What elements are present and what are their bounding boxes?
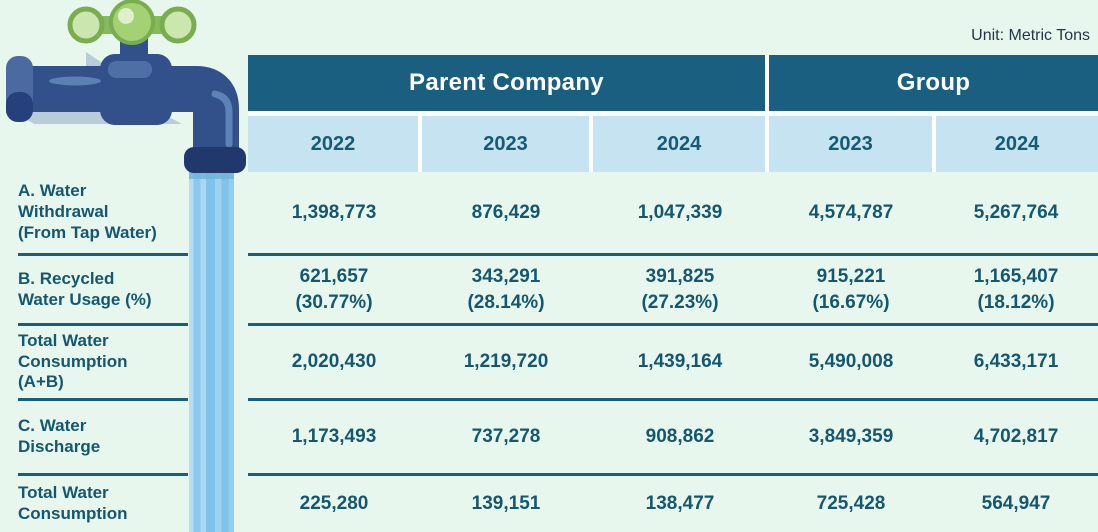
year-header: 2022 (248, 116, 418, 172)
cell-value: 876,429 (471, 201, 541, 223)
table-row-total-consumption: 225,280 139,151 138,477 725,428 564,947 (248, 476, 1098, 532)
table-cell: 1,047,339 (592, 172, 768, 253)
table-row-water-withdrawal: 1,398,773 876,429 1,047,339 4,574,787 5,… (248, 172, 1098, 256)
table-cell: 343,291 (28.14%) (420, 256, 592, 323)
table-row-recycled-water: 621,657 (30.77%) 343,291 (28.14%) 391,82… (248, 256, 1098, 326)
cell-value: 1,047,339 (637, 201, 723, 223)
table-cell: 4,702,817 (934, 401, 1098, 473)
table-cell: 391,825 (27.23%) (592, 256, 768, 323)
table-cell: 139,151 (420, 476, 592, 532)
year-header: 2024 (936, 116, 1098, 172)
column-group-parent-company: Parent Company (248, 55, 765, 111)
table-cell: 5,490,008 (768, 326, 934, 398)
cell-value: 1,173,493 (291, 426, 377, 448)
cell-value: 915,221 (816, 266, 886, 288)
table-cell: 3,849,359 (768, 401, 934, 473)
faucet-icon (6, 0, 246, 173)
table-header: Parent Company Group 2022 2023 2024 2023… (248, 55, 1098, 172)
table-cell: 1,398,773 (248, 172, 420, 253)
row-label-water-discharge: C. Water Discharge (18, 401, 188, 476)
cell-value: 1,439,164 (637, 351, 723, 373)
cell-percentage: (16.67%) (812, 291, 890, 313)
table-cell: 737,278 (420, 401, 592, 473)
cell-value: 225,280 (299, 493, 369, 515)
table-cell: 4,574,787 (768, 172, 934, 253)
year-header: 2023 (769, 116, 932, 172)
cell-value: 737,278 (471, 426, 541, 448)
table-cell: 1,439,164 (592, 326, 768, 398)
cell-value: 2,020,430 (291, 351, 377, 373)
water-stream (189, 166, 234, 532)
cell-value: 6,433,171 (973, 351, 1059, 373)
table-cell: 621,657 (30.77%) (248, 256, 420, 323)
cell-percentage: (30.77%) (295, 291, 373, 313)
table-cell: 908,862 (592, 401, 768, 473)
table-cell: 225,280 (248, 476, 420, 532)
cell-value: 1,165,407 (973, 266, 1059, 288)
table-cell: 915,221 (16.67%) (768, 256, 934, 323)
row-label-water-withdrawal: A. Water Withdrawal (From Tap Water) (18, 172, 188, 256)
cell-percentage: (28.14%) (467, 291, 545, 313)
column-group-group: Group (769, 55, 1098, 111)
cell-value: 391,825 (645, 266, 715, 288)
table-cell: 6,433,171 (934, 326, 1098, 398)
row-label-recycled-water: B. Recycled Water Usage (%) (18, 256, 188, 326)
table-cell: 725,428 (768, 476, 934, 532)
year-header: 2023 (422, 116, 589, 172)
faucet-spout-collar (184, 147, 246, 173)
cell-value: 343,291 (471, 266, 541, 288)
cell-value: 4,574,787 (808, 201, 894, 223)
cell-value: 1,398,773 (291, 201, 377, 223)
cell-value: 725,428 (816, 493, 886, 515)
year-header-row: 2022 2023 2024 2023 2024 (248, 116, 1098, 172)
cell-value: 621,657 (299, 266, 369, 288)
unit-label: Unit: Metric Tons (971, 27, 1090, 44)
water-data-table: Parent Company Group 2022 2023 2024 2023… (248, 55, 1098, 532)
cell-percentage: (18.12%) (977, 291, 1055, 313)
table-cell: 138,477 (592, 476, 768, 532)
year-header: 2024 (593, 116, 765, 172)
cell-value: 3,849,359 (808, 426, 894, 448)
cell-value: 5,267,764 (973, 201, 1059, 223)
table-cell: 1,173,493 (248, 401, 420, 473)
row-labels-column: A. Water Withdrawal (From Tap Water) B. … (18, 172, 188, 532)
table-cell: 2,020,430 (248, 326, 420, 398)
cell-percentage: (27.23%) (641, 291, 719, 313)
cell-value: 1,219,720 (463, 351, 549, 373)
table-cell: 1,165,407 (18.12%) (934, 256, 1098, 323)
cell-value: 5,490,008 (808, 351, 894, 373)
column-group-row: Parent Company Group (248, 55, 1098, 111)
cell-value: 138,477 (645, 493, 715, 515)
row-label-total-consumption: Total Water Consumption (18, 483, 128, 523)
cell-value: 4,702,817 (973, 426, 1059, 448)
cell-value: 564,947 (981, 493, 1051, 515)
table-row-water-discharge: 1,173,493 737,278 908,862 3,849,359 4,70… (248, 401, 1098, 476)
cell-value: 139,151 (471, 493, 541, 515)
table-cell: 564,947 (934, 476, 1098, 532)
table-cell: 876,429 (420, 172, 592, 253)
table-cell: 5,267,764 (934, 172, 1098, 253)
table-row-total-consumption-ab: 2,020,430 1,219,720 1,439,164 5,490,008 … (248, 326, 1098, 401)
row-label-total-consumption-ab: Total Water Consumption (A+B) (18, 326, 188, 401)
cell-value: 908,862 (645, 426, 715, 448)
table-cell: 1,219,720 (420, 326, 592, 398)
